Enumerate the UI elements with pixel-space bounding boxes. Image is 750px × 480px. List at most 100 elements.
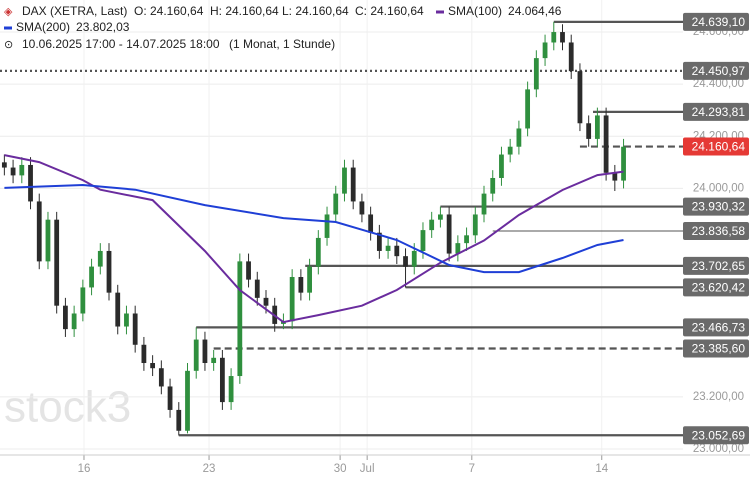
- candle-body: [1, 162, 7, 168]
- level-label: 24.160,64: [692, 140, 746, 154]
- candle-body: [254, 279, 260, 298]
- level-label: 23.930,32: [692, 200, 746, 214]
- x-tick-label: 7: [469, 463, 475, 475]
- level-label-bg: [683, 426, 749, 445]
- range: 10.06.2025 17:00 - 14.07.2025 18:00: [22, 37, 220, 51]
- level-label-bg: [683, 278, 749, 297]
- candle-body: [438, 214, 443, 220]
- candle-body: [455, 243, 461, 254]
- candle-body: [333, 193, 339, 215]
- candle-body: [342, 167, 347, 194]
- candle-body: [542, 42, 548, 59]
- legend-value: 24.064,46: [508, 4, 562, 18]
- candle-body: [71, 313, 77, 330]
- candle-body: [568, 42, 574, 72]
- candle-body: [446, 214, 452, 254]
- y-tick-label: 24.400,00: [693, 78, 744, 90]
- candle-body: [359, 201, 365, 215]
- candle-body: [525, 89, 531, 129]
- y-tick-label: 23.000,00: [693, 443, 744, 455]
- candle-body: [481, 193, 487, 215]
- candle-body: [586, 123, 592, 139]
- candle-body: [464, 235, 469, 244]
- candle-body: [551, 32, 557, 43]
- candle-body: [315, 237, 321, 267]
- candle-body: [516, 128, 522, 147]
- candle-body: [124, 313, 129, 327]
- candle-body: [89, 266, 94, 288]
- candle-body: [411, 250, 417, 267]
- candle-body: [385, 245, 391, 251]
- candle-body: [612, 172, 618, 181]
- x-tick-label: Jul: [360, 463, 375, 475]
- candle-body: [115, 292, 121, 327]
- y-tick-label: 24.000,00: [693, 182, 744, 194]
- candle-body: [19, 164, 25, 176]
- candle-body: [621, 146, 626, 181]
- candle-body: [298, 277, 304, 293]
- candle-body: [394, 245, 400, 257]
- watermark: stock3: [4, 383, 131, 432]
- header: ◈ DAX (XETRA, Last) O: 24.160,64 H: 24.1…: [4, 4, 562, 51]
- candle-body: [420, 230, 426, 251]
- candle-body: [202, 339, 208, 364]
- level-label: 24.293,81: [692, 105, 746, 119]
- candle-body: [533, 58, 539, 90]
- candle-body: [167, 386, 173, 410]
- candle-body: [63, 305, 68, 330]
- candle-body: [193, 339, 199, 371]
- candle-body: [237, 261, 243, 377]
- candle-body: [36, 201, 42, 262]
- candle-body: [376, 232, 382, 251]
- level-label-bg: [683, 339, 749, 358]
- legend-label: SMA(200): [16, 20, 70, 34]
- candle-body: [211, 357, 217, 364]
- candle-body: [141, 344, 147, 364]
- candle-body: [472, 214, 478, 236]
- level-label: 23.836,58: [692, 224, 746, 238]
- interval: (1 Monat, 1 Stunde): [229, 37, 335, 51]
- legend-label: SMA(100): [448, 4, 502, 18]
- candle-body: [106, 250, 112, 293]
- level-label-bg: [683, 12, 749, 31]
- level-label-bg: [683, 102, 749, 121]
- icon: ◈: [4, 6, 13, 18]
- levels: [0, 20, 683, 437]
- candle-body: [185, 370, 190, 431]
- level-label: 23.620,42: [692, 280, 746, 294]
- candle-body: [429, 219, 435, 231]
- x-tick-label: 16: [78, 463, 91, 475]
- x-tick-label: 14: [595, 463, 608, 475]
- candle-body: [263, 297, 269, 306]
- candle-body: [594, 115, 600, 139]
- level-label-bg: [683, 256, 749, 275]
- level-label-bg: [683, 318, 749, 337]
- y-tick-label: 23.200,00: [693, 391, 744, 403]
- candle-body: [219, 357, 225, 403]
- candle-body: [499, 154, 504, 178]
- candle-body: [490, 177, 496, 194]
- candle-body: [228, 376, 234, 403]
- candle-body: [97, 250, 103, 267]
- high: H: 24.160,64: [210, 4, 279, 18]
- candle-body: [158, 368, 164, 387]
- x-tick-label: 23: [203, 463, 216, 475]
- level-label-bg: [683, 197, 749, 216]
- candle-body: [289, 277, 295, 322]
- x-tick-label: 30: [334, 463, 347, 475]
- candle-body: [246, 261, 251, 280]
- low: L: 24.160,64: [282, 4, 349, 18]
- level-label: 23.702,65: [692, 259, 746, 273]
- candle-body: [10, 167, 16, 176]
- candle-body: [45, 219, 51, 262]
- candle-body: [307, 266, 312, 293]
- level-label-bg: [683, 61, 749, 80]
- open: O: 24.160,64: [134, 4, 204, 18]
- level-label: 23.466,73: [692, 321, 746, 335]
- level-label: 24.450,97: [692, 64, 746, 78]
- level-label: 24.639,10: [692, 15, 746, 29]
- level-label-bg: [683, 221, 749, 240]
